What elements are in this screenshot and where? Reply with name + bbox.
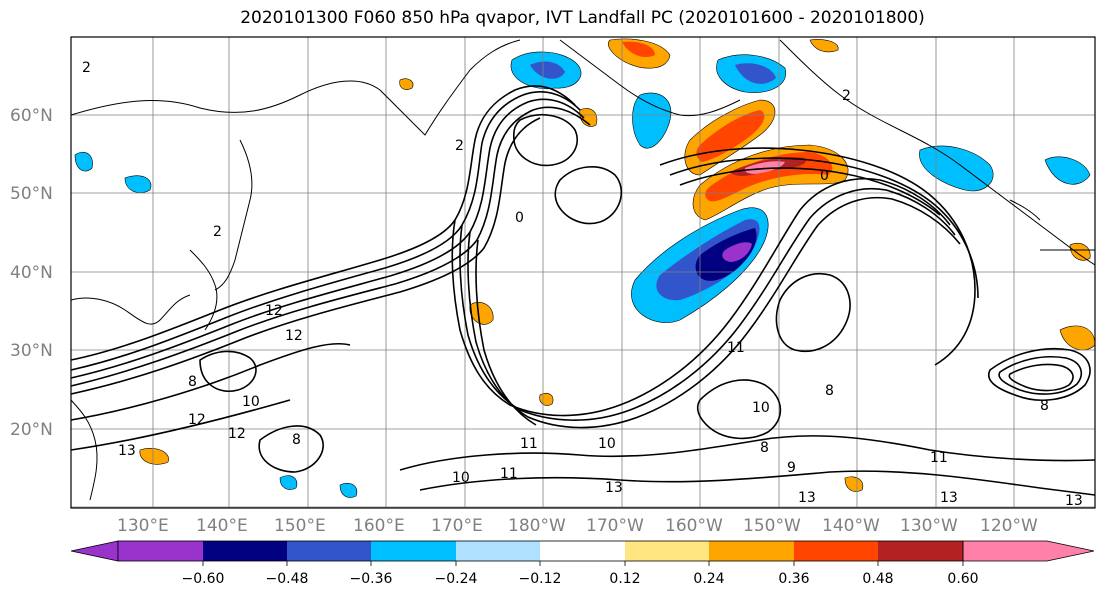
contour-label: 2 bbox=[213, 224, 222, 240]
contour-label: 8 bbox=[1040, 398, 1049, 414]
contour-label: 8 bbox=[760, 440, 769, 456]
colorbar-tick-label: 0.48 bbox=[862, 571, 893, 587]
negative-anomaly-blob bbox=[74, 151, 93, 172]
contour-label: 10 bbox=[598, 436, 616, 452]
map-background bbox=[71, 37, 1095, 508]
longitude-labels: 130°E 140°E 150°E 160°E 170°E 180°W 170°… bbox=[117, 516, 1038, 536]
lat-label-20n: 20°N bbox=[10, 420, 53, 440]
contour-label-group: 2 2 2 0 12 12 8 10 12 13 8 12 11 10 11 1… bbox=[82, 60, 1083, 509]
colorbar-swatch bbox=[118, 541, 203, 561]
contour-label: 0 bbox=[515, 210, 524, 226]
latitude-labels: 60°N 50°N 40°N 30°N 20°N bbox=[10, 106, 53, 440]
contour-label: 0 bbox=[820, 168, 829, 184]
colorbar-swatch bbox=[709, 541, 794, 561]
negative-anomaly-blob bbox=[632, 92, 672, 149]
colorbar-ticks bbox=[202, 561, 964, 566]
lon-label: 160°W bbox=[665, 516, 723, 536]
colorbar-swatch bbox=[287, 541, 371, 561]
positive-anomaly-extreme bbox=[744, 161, 785, 174]
colorbar-tick-label: 0.24 bbox=[693, 571, 724, 587]
contour-label: 13 bbox=[940, 490, 958, 506]
colorbar-swatch bbox=[540, 541, 625, 561]
colorbar: −0.60 −0.48 −0.36 −0.24 −0.12 0.12 0.24 … bbox=[70, 540, 1095, 587]
lon-label: 170°E bbox=[431, 516, 483, 536]
positive-anomaly-core bbox=[622, 41, 655, 58]
lon-label: 130°E bbox=[117, 516, 169, 536]
colorbar-swatch bbox=[371, 541, 456, 561]
contour-label: 8 bbox=[825, 383, 834, 399]
contour-label: 12 bbox=[265, 303, 283, 319]
lon-label: 140°W bbox=[822, 516, 880, 536]
colorbar-tick-label: −0.12 bbox=[519, 571, 562, 587]
contour-label: 9 bbox=[787, 460, 796, 476]
colorbar-swatch bbox=[625, 541, 709, 561]
contour-label: 13 bbox=[798, 490, 816, 506]
contour-label: 2 bbox=[455, 138, 464, 154]
positive-anomaly-blob bbox=[844, 476, 864, 492]
map-title: 2020101300 F060 850 hPa qvapor, IVT Land… bbox=[240, 8, 925, 28]
lat-label-30n: 30°N bbox=[10, 341, 53, 361]
contour-label: 2 bbox=[842, 88, 851, 104]
lat-label-60n: 60°N bbox=[10, 106, 53, 126]
colorbar-frame bbox=[117, 540, 964, 562]
colorbar-swatch bbox=[203, 541, 287, 561]
negative-anomaly-core bbox=[735, 63, 776, 84]
colorbar-tick-label: −0.24 bbox=[435, 571, 478, 587]
contour-label: 13 bbox=[118, 443, 136, 459]
lon-label: 120°W bbox=[980, 516, 1038, 536]
negative-anomaly-extreme bbox=[722, 242, 752, 262]
negative-anomaly-blob bbox=[124, 175, 152, 193]
colorbar-tick-label: 0.36 bbox=[778, 571, 809, 587]
contour-label: 10 bbox=[242, 394, 260, 410]
gridlines bbox=[71, 37, 1095, 508]
colorbar-swatch bbox=[878, 541, 963, 561]
lon-label: 150°W bbox=[743, 516, 801, 536]
lon-label: 130°W bbox=[900, 516, 958, 536]
contour-label: 11 bbox=[727, 340, 745, 356]
negative-anomaly-blob bbox=[339, 482, 358, 498]
lat-label-40n: 40°N bbox=[10, 263, 53, 283]
colorbar-tick-label: 0.12 bbox=[609, 571, 640, 587]
colorbar-left-arrow bbox=[70, 540, 119, 562]
contour-label: 8 bbox=[188, 374, 197, 390]
lon-label: 170°W bbox=[586, 516, 644, 536]
contour-label: 12 bbox=[228, 426, 246, 442]
contour-label: 11 bbox=[520, 436, 538, 452]
colorbar-tick-label: −0.48 bbox=[266, 571, 309, 587]
contour-label: 12 bbox=[188, 412, 206, 428]
lon-label: 160°E bbox=[353, 516, 405, 536]
positive-anomaly-blob bbox=[809, 39, 839, 53]
contour-label: 12 bbox=[285, 328, 303, 344]
contour-label: 13 bbox=[1065, 493, 1083, 509]
contour-label: 2 bbox=[82, 60, 91, 76]
lon-label: 150°E bbox=[274, 516, 326, 536]
colorbar-right-arrow bbox=[962, 540, 1095, 562]
contour-label: 8 bbox=[292, 432, 301, 448]
colorbar-swatch bbox=[794, 541, 878, 561]
contour-label: 10 bbox=[452, 470, 470, 486]
colorbar-tick-label: −0.60 bbox=[182, 571, 225, 587]
lon-label: 180°W bbox=[508, 516, 566, 536]
positive-anomaly-blob bbox=[399, 78, 414, 90]
coastlines bbox=[70, 39, 1096, 501]
negative-anomaly-blob bbox=[279, 475, 298, 490]
positive-anomaly-core bbox=[696, 110, 765, 162]
map-frame bbox=[70, 36, 1096, 509]
colorbar-tick-label: 0.60 bbox=[947, 571, 978, 587]
positive-anomaly-blob bbox=[1069, 242, 1091, 261]
lon-label: 140°E bbox=[196, 516, 248, 536]
colorbar-tick-label: −0.36 bbox=[350, 571, 393, 587]
positive-anomaly-blob bbox=[539, 392, 554, 406]
contour-label: 11 bbox=[930, 450, 948, 466]
negative-anomaly-blob bbox=[919, 145, 994, 192]
contour-lines bbox=[70, 85, 1096, 496]
negative-anomaly-core bbox=[530, 61, 565, 79]
colorbar-swatch bbox=[456, 541, 540, 561]
contour-label: 11 bbox=[500, 466, 518, 482]
contour-label: 13 bbox=[605, 480, 623, 496]
lat-label-50n: 50°N bbox=[10, 184, 53, 204]
contour-label: 10 bbox=[752, 400, 770, 416]
negative-anomaly-blob bbox=[1044, 156, 1091, 185]
